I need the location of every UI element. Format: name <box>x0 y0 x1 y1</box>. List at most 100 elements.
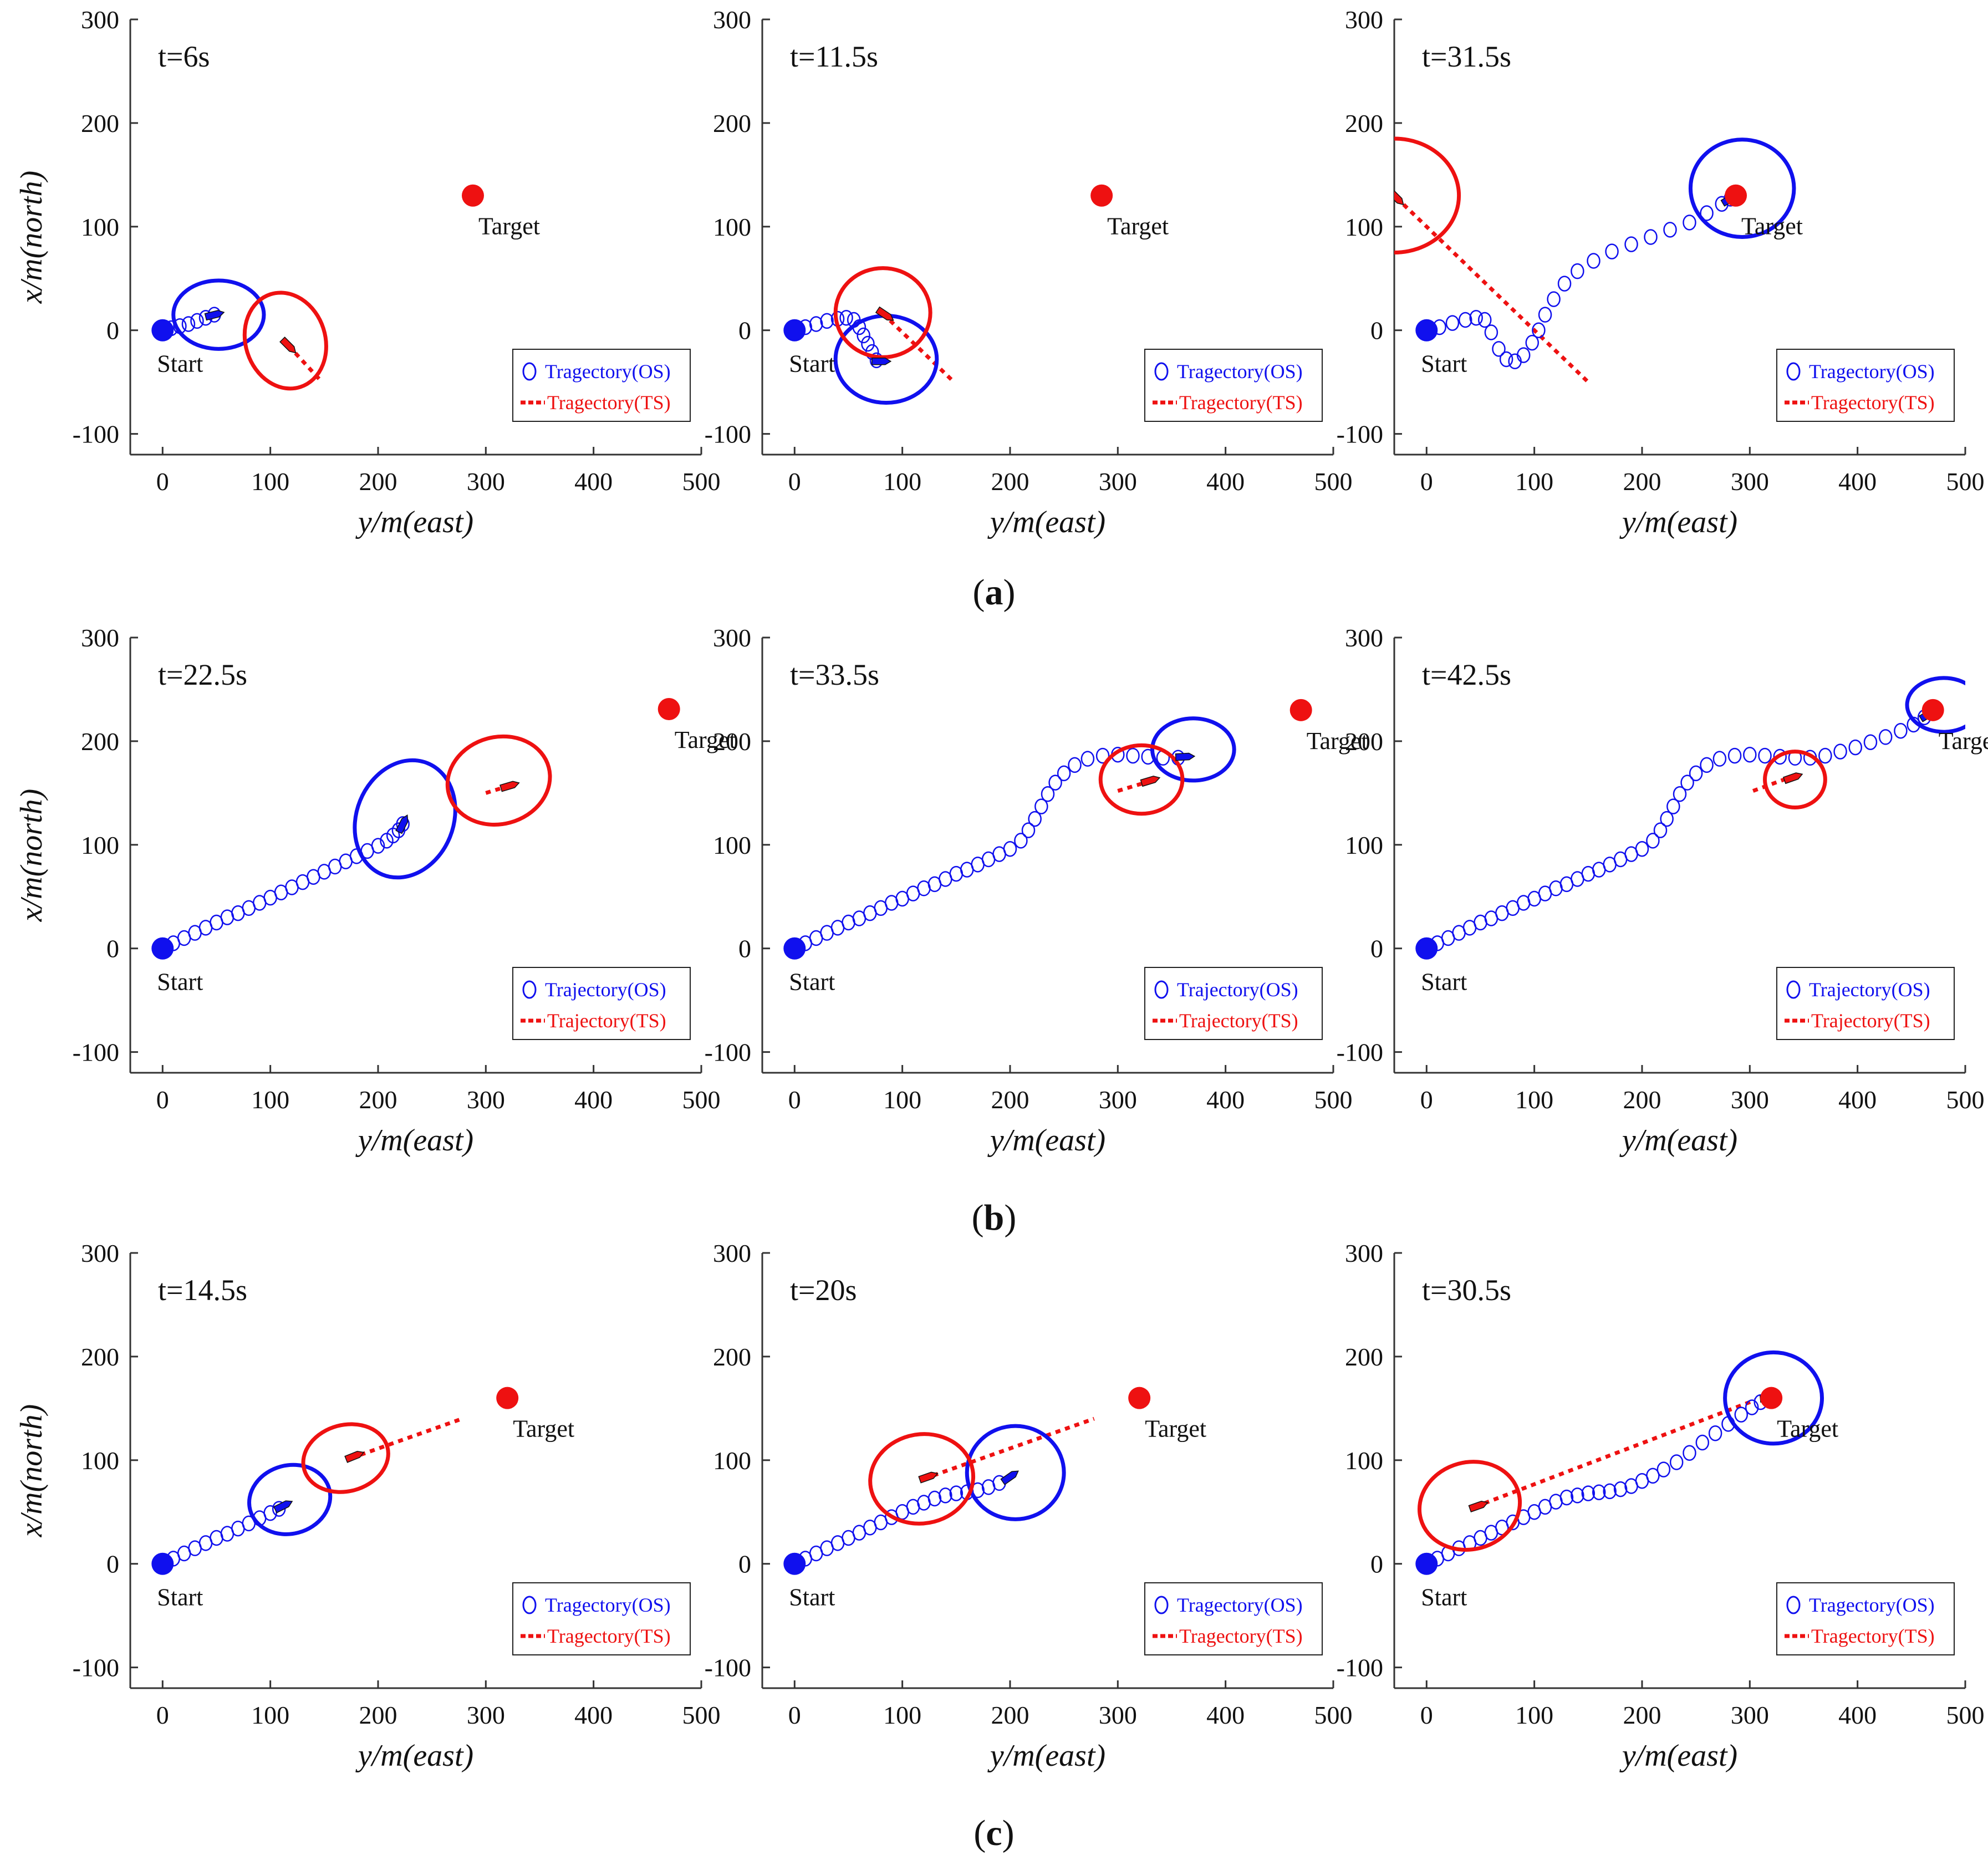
target-marker <box>462 184 484 207</box>
os-trajectory-point <box>1477 312 1492 328</box>
os-trajectory-point <box>1508 353 1522 370</box>
legend-box <box>512 967 691 1040</box>
x-tick-label: 0 <box>156 467 169 496</box>
y-tick-label: -100 <box>73 1654 119 1682</box>
plot-area <box>783 1387 1151 1575</box>
x-tick-label: 0 <box>156 1701 169 1729</box>
os-trajectory-point <box>939 1487 952 1504</box>
legend-box <box>1776 1582 1955 1655</box>
os-trajectory-point <box>839 310 853 326</box>
time-label: t=20s <box>790 1273 857 1307</box>
os-trajectory-point <box>1532 322 1546 338</box>
start-marker <box>151 937 174 960</box>
y-tick-label: -100 <box>73 420 119 449</box>
x-tick-label: 0 <box>788 1086 801 1114</box>
start-label: Start <box>789 969 835 996</box>
x-tick-label: 500 <box>1314 1086 1353 1114</box>
target-marker <box>496 1387 519 1409</box>
os-trajectory-point <box>1878 729 1893 745</box>
panels: 0 100 200 300 400 500 -100 0 100 200 300 y/m(east) x… <box>14 6 1988 1773</box>
os-trajectory-point <box>1587 253 1600 269</box>
x-tick-label: 100 <box>251 1086 289 1114</box>
os-trajectory-point <box>1538 307 1552 323</box>
start-marker <box>783 319 806 342</box>
x-tick-label: 300 <box>467 1086 505 1114</box>
x-tick-label: 0 <box>1420 1086 1433 1114</box>
ts-ship <box>1468 1500 1489 1512</box>
legend-ts-label: Tragectory(TS) <box>1179 1625 1303 1647</box>
x-axis-label: y/m(east) <box>987 1123 1105 1158</box>
ts-safety-ellipse <box>1418 1460 1522 1552</box>
legend-os-marker <box>1154 980 1169 999</box>
os-trajectory-point <box>1557 276 1572 292</box>
legend-os-label: Tragectory(OS) <box>545 360 671 383</box>
y-tick-label: 300 <box>1345 6 1383 34</box>
start-marker <box>1415 319 1438 342</box>
os-trajectory-point <box>927 1490 942 1507</box>
legend-ts-label: Tragectory(TS) <box>547 391 671 414</box>
start-label: Start <box>157 969 203 996</box>
x-tick-label: 100 <box>883 467 921 496</box>
y-tick-label: 0 <box>1370 1550 1383 1578</box>
os-trajectory-point <box>1014 833 1028 849</box>
y-tick-label: 200 <box>713 727 751 756</box>
os-trajectory-point <box>1656 1461 1671 1477</box>
os-trajectory-point <box>1492 341 1506 357</box>
start-label: Start <box>1421 969 1467 996</box>
legend-os-label: Trajectory(OS) <box>1177 979 1298 1001</box>
os-safety-ellipse <box>171 278 266 351</box>
os-trajectory-point <box>1525 334 1540 351</box>
ts-safety-ellipse <box>1394 136 1461 255</box>
os-trajectory-point <box>1516 347 1531 363</box>
plot-area <box>151 184 484 391</box>
legend-ts-label: Tragectory(TS) <box>1179 391 1303 414</box>
legend-os-marker <box>1786 980 1801 999</box>
x-tick-label: 0 <box>788 467 801 496</box>
target-marker <box>1289 699 1312 721</box>
x-tick-label: 200 <box>1623 467 1661 496</box>
x-tick-label: 200 <box>1623 1701 1661 1729</box>
x-tick-label: 400 <box>1838 1086 1877 1114</box>
caption-c: (c) <box>973 1813 1014 1853</box>
os-trajectory-point <box>371 838 385 854</box>
ts-trajectory-line <box>1474 1398 1756 1509</box>
os-trajectory-point <box>1581 1485 1596 1501</box>
legend-os-marker <box>522 980 537 999</box>
x-axis-label: y/m(east) <box>355 1739 473 1773</box>
os-trajectory-point <box>1068 757 1082 773</box>
y-tick-label: 100 <box>81 213 119 241</box>
y-tick-label: 300 <box>1345 1239 1383 1267</box>
legend-os-marker <box>1154 362 1169 381</box>
legend-os-label: Tragectory(OS) <box>1809 1594 1935 1616</box>
x-axis-label: y/m(east) <box>1619 1739 1737 1773</box>
x-tick-label: 300 <box>1731 1701 1769 1729</box>
y-tick-label: -100 <box>1337 1038 1383 1067</box>
target-marker <box>1921 699 1944 721</box>
legend-ts-label: Tragectory(TS) <box>547 1625 671 1647</box>
target-marker <box>1128 1387 1151 1409</box>
os-trajectory-point <box>949 1485 964 1501</box>
os-trajectory-point <box>1669 1454 1684 1470</box>
os-trajectory-point <box>1459 312 1472 328</box>
x-tick-label: 200 <box>1623 1086 1661 1114</box>
y-axis-label: x/m(north) <box>14 1404 49 1538</box>
ts-trajectory-line <box>1395 196 1590 384</box>
ts-trajectory-line <box>881 312 956 384</box>
x-tick-label: 200 <box>991 467 1029 496</box>
ts-ship <box>1140 776 1161 787</box>
target-label: Target <box>1939 727 1988 755</box>
legend-os-marker <box>1786 1596 1801 1614</box>
chart-panel-b3: 0 100 200 300 400 500 -100 0 100 200 300 y/m(east) t… <box>1337 624 1988 1158</box>
target-marker <box>657 697 680 720</box>
start-label: Start <box>789 350 835 378</box>
os-ship <box>204 310 225 321</box>
x-tick-label: 300 <box>1099 1701 1137 1729</box>
os-safety-ellipse <box>247 1463 333 1536</box>
y-tick-label: 300 <box>713 6 751 34</box>
time-label: t=6s <box>158 40 210 73</box>
legend-ts-label: Trajectory(TS) <box>547 1010 666 1032</box>
y-tick-label: 0 <box>738 317 751 345</box>
os-trajectory-point <box>1663 222 1677 238</box>
os-safety-ellipse <box>1150 716 1236 783</box>
